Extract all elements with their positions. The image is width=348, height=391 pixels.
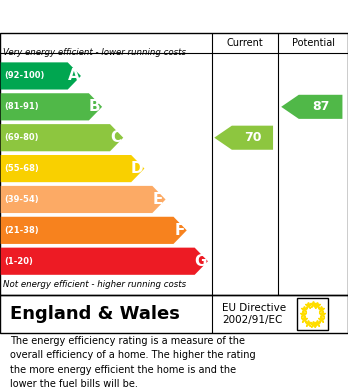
Text: B: B bbox=[89, 99, 101, 114]
Polygon shape bbox=[1, 93, 102, 120]
Text: (39-54): (39-54) bbox=[4, 195, 39, 204]
Text: G: G bbox=[195, 254, 207, 269]
Text: E: E bbox=[153, 192, 164, 207]
Bar bbox=[296, 298, 329, 330]
Text: (55-68): (55-68) bbox=[4, 164, 39, 173]
Text: England & Wales: England & Wales bbox=[10, 305, 180, 323]
Text: 87: 87 bbox=[312, 100, 329, 113]
Text: Not energy efficient - higher running costs: Not energy efficient - higher running co… bbox=[3, 280, 187, 289]
Polygon shape bbox=[1, 155, 144, 182]
Text: (81-91): (81-91) bbox=[4, 102, 39, 111]
Polygon shape bbox=[1, 217, 187, 244]
Text: (92-100): (92-100) bbox=[4, 72, 45, 81]
Text: C: C bbox=[110, 130, 121, 145]
Text: F: F bbox=[174, 223, 185, 238]
Polygon shape bbox=[1, 124, 123, 151]
Text: Energy Efficiency Rating: Energy Efficiency Rating bbox=[10, 9, 220, 24]
Text: The energy efficiency rating is a measure of the
overall efficiency of a home. T: The energy efficiency rating is a measur… bbox=[10, 336, 256, 389]
Text: A: A bbox=[68, 68, 80, 83]
Text: (21-38): (21-38) bbox=[4, 226, 39, 235]
Text: Very energy efficient - lower running costs: Very energy efficient - lower running co… bbox=[3, 48, 187, 57]
Text: Potential: Potential bbox=[292, 38, 335, 48]
Text: D: D bbox=[131, 161, 143, 176]
Text: Current: Current bbox=[227, 38, 263, 48]
Polygon shape bbox=[281, 95, 342, 119]
Polygon shape bbox=[1, 62, 81, 90]
Text: (69-80): (69-80) bbox=[4, 133, 39, 142]
Polygon shape bbox=[1, 186, 166, 213]
Text: 70: 70 bbox=[244, 131, 261, 144]
Polygon shape bbox=[1, 248, 208, 275]
Text: (1-20): (1-20) bbox=[4, 257, 33, 266]
Polygon shape bbox=[214, 126, 273, 150]
Text: EU Directive
2002/91/EC: EU Directive 2002/91/EC bbox=[222, 303, 286, 325]
